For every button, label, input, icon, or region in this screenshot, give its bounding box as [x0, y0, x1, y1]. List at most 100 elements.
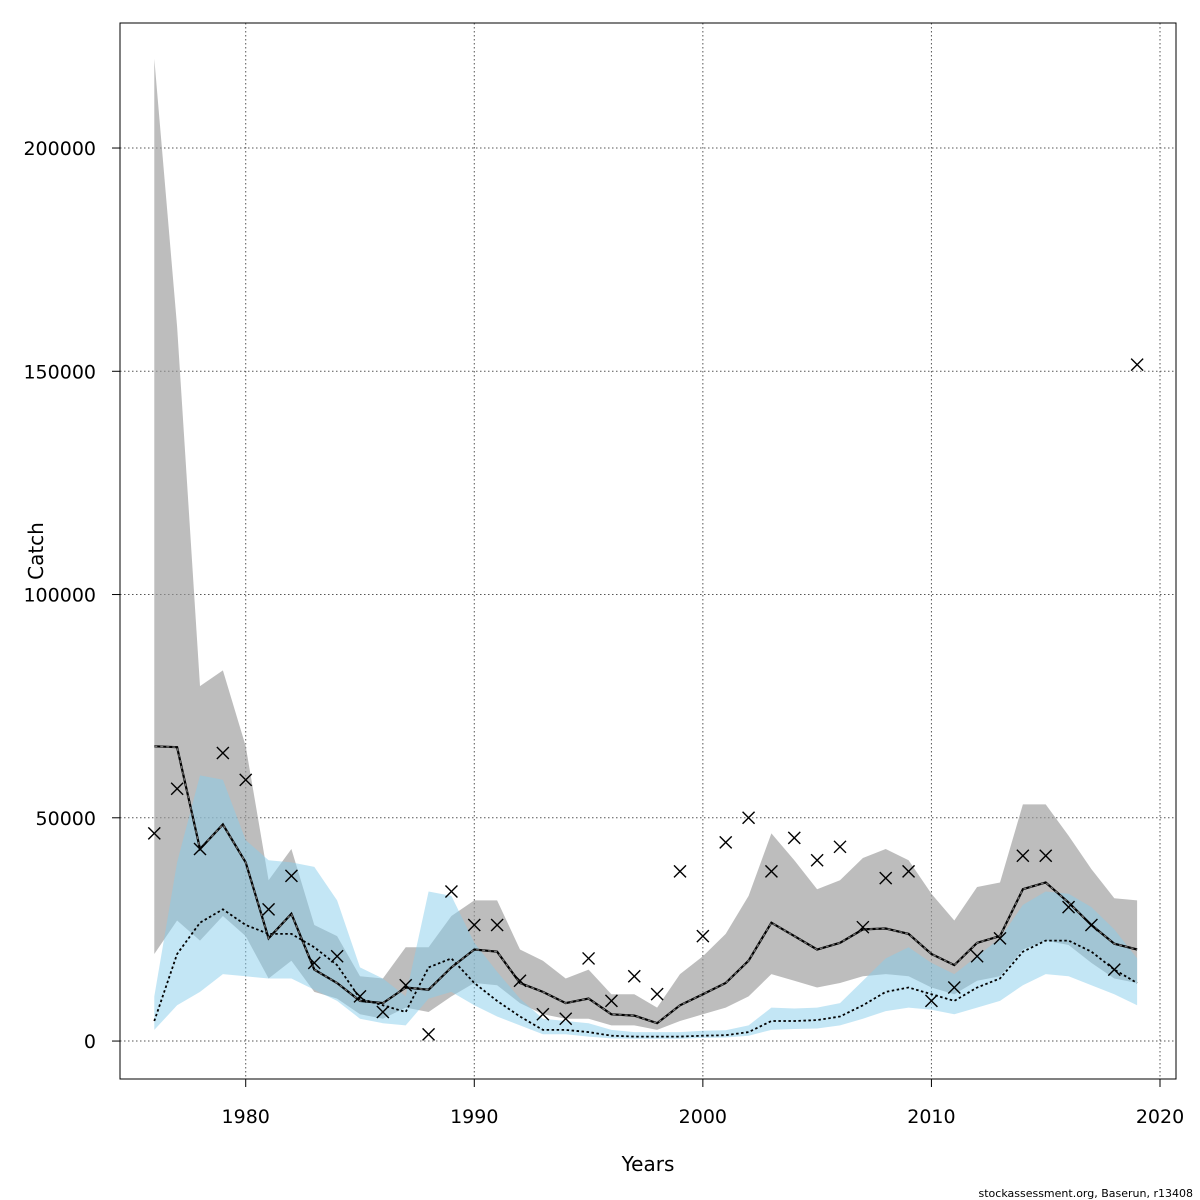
grid	[120, 23, 1176, 1079]
observed-point	[559, 1012, 573, 1026]
observed-point-stroke	[1084, 918, 1098, 932]
observed-point	[147, 826, 161, 840]
observed-point	[833, 840, 847, 854]
observed-point	[330, 949, 344, 963]
observed-point-stroke	[353, 989, 367, 1003]
observed-point	[284, 869, 298, 883]
observed-point	[582, 951, 596, 965]
confidence-bands	[154, 58, 1138, 1039]
observed-point-stroke	[833, 840, 847, 854]
observed-points	[147, 358, 1144, 1041]
grey-series-dash-overlay	[154, 745, 1138, 1024]
observed-point	[1062, 900, 1076, 914]
observed-point-stroke	[582, 951, 596, 965]
y-tick-label: 50000	[36, 808, 96, 830]
observed-point	[627, 969, 641, 983]
observed-point-stroke	[1016, 849, 1030, 863]
observed-point-stroke	[262, 902, 276, 916]
observed-point	[467, 918, 481, 932]
observed-point-stroke	[239, 773, 253, 787]
observed-point-stroke	[376, 1005, 390, 1019]
observed-point	[1016, 849, 1030, 863]
observed-point	[444, 884, 458, 898]
observed-point	[1130, 358, 1144, 372]
observed-point-stroke	[719, 835, 733, 849]
observed-point-stroke	[810, 853, 824, 867]
observed-point-stroke	[307, 956, 321, 970]
observed-point	[1039, 849, 1053, 863]
observed-point-stroke	[1130, 358, 1144, 372]
observed-point-stroke	[879, 871, 893, 885]
observed-point	[262, 902, 276, 916]
observed-point-stroke	[993, 931, 1007, 945]
y-tick-label: 200000	[23, 138, 96, 160]
observed-point-stroke	[742, 811, 756, 825]
observed-point	[787, 831, 801, 845]
observed-point	[993, 931, 1007, 945]
observed-point-stroke	[856, 920, 870, 934]
observed-point	[170, 782, 184, 796]
observed-point-stroke	[467, 918, 481, 932]
observed-point	[376, 1005, 390, 1019]
observed-point	[513, 974, 527, 988]
x-axis-title: Years	[621, 1152, 675, 1176]
observed-point	[1084, 918, 1098, 932]
observed-point	[604, 994, 618, 1008]
observed-point-stroke	[947, 980, 961, 994]
observed-point	[879, 871, 893, 885]
observed-point-stroke	[330, 949, 344, 963]
observed-point-stroke	[650, 987, 664, 1001]
observed-point	[422, 1027, 436, 1041]
observed-point	[307, 956, 321, 970]
observed-point-stroke	[147, 826, 161, 840]
observed-point	[970, 949, 984, 963]
observed-point-stroke	[216, 746, 230, 760]
observed-point	[490, 918, 504, 932]
observed-point	[742, 811, 756, 825]
observed-point-stroke	[924, 994, 938, 1008]
observed-point	[810, 853, 824, 867]
plot-frame	[119, 22, 1177, 1080]
y-tick-label: 0	[84, 1031, 96, 1053]
observed-point	[924, 994, 938, 1008]
observed-point	[696, 929, 710, 943]
observed-point-stroke	[170, 782, 184, 796]
observed-point-stroke	[764, 864, 778, 878]
observed-point	[902, 864, 916, 878]
observed-point-stroke	[696, 929, 710, 943]
footer-credit: stockassessment.org, Baserun, r13408	[979, 1187, 1194, 1200]
x-tick-label: 1990	[450, 1106, 498, 1128]
observed-point-stroke	[422, 1027, 436, 1041]
observed-point-stroke	[627, 969, 641, 983]
observed-point-stroke	[399, 978, 413, 992]
observed-point-stroke	[513, 974, 527, 988]
observed-point	[536, 1007, 550, 1021]
observed-point-stroke	[536, 1007, 550, 1021]
observed-point	[673, 864, 687, 878]
observed-point	[719, 835, 733, 849]
y-tick-label: 100000	[23, 585, 96, 607]
blue-confidence-band	[154, 775, 1138, 1039]
observed-point	[650, 987, 664, 1001]
x-tick-label: 2000	[679, 1106, 727, 1128]
blue-series-line	[153, 908, 1138, 1038]
x-tick-label: 2020	[1136, 1106, 1184, 1128]
observed-point	[1107, 963, 1121, 977]
observed-point-stroke	[970, 949, 984, 963]
axes: 1980 1990 2000 2010 2020 0 50000 100000 150000 20…	[23, 138, 1184, 1128]
observed-point	[399, 978, 413, 992]
observed-point-stroke	[1062, 900, 1076, 914]
series-lines	[153, 745, 1138, 1038]
observed-point-stroke	[444, 884, 458, 898]
observed-point-stroke	[1107, 963, 1121, 977]
observed-point-stroke	[787, 831, 801, 845]
observed-point-stroke	[902, 864, 916, 878]
observed-point-stroke	[1039, 849, 1053, 863]
x-tick-label: 2010	[907, 1106, 955, 1128]
observed-point	[193, 842, 207, 856]
x-tick-label: 1980	[222, 1106, 270, 1128]
observed-point	[353, 989, 367, 1003]
observed-point-stroke	[673, 864, 687, 878]
observed-point-stroke	[284, 869, 298, 883]
